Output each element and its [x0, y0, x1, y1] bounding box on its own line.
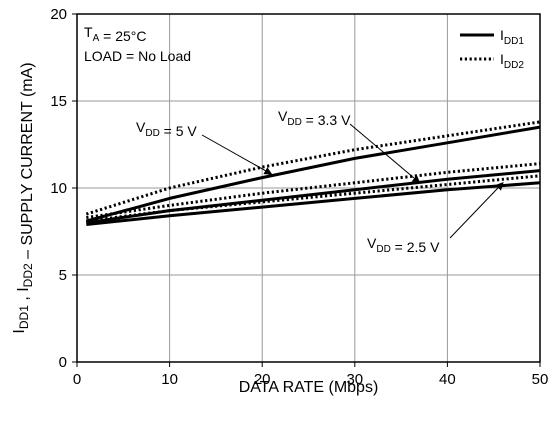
annotation-arrow: [349, 123, 421, 184]
y-tick-label: 15: [50, 93, 67, 110]
y-tick-label: 20: [50, 6, 67, 23]
annotations: VDD = 5 V VDD = 3.3 V VDD = 2.5 V: [136, 108, 504, 255]
x-tick-label: 10: [161, 371, 178, 388]
vdd-annotation-label: VDD = 2.5 V: [367, 235, 440, 255]
x-axis-label: DATA RATE (Mbps): [239, 379, 379, 396]
data-series: [85, 120, 541, 226]
legend: IDD1 IDD2: [460, 27, 524, 71]
y-tick-label: 10: [50, 180, 67, 197]
grid-lines: [77, 14, 540, 362]
ambient-temperature-note: TA = 25°C: [84, 24, 146, 44]
y-tick-label: 0: [59, 354, 67, 371]
y-tick-label: 5: [59, 267, 67, 284]
series-line-idd1-vdd-5V: [85, 125, 541, 223]
plot-area-frame: [76, 13, 541, 363]
vdd-annotation-label: VDD = 5 V: [136, 119, 197, 139]
series-line-idd1-vdd-25V: [86, 181, 541, 226]
series-line-idd2-vdd-5V: [85, 120, 541, 216]
annotation-arrow: [201, 134, 273, 175]
series-line-idd1-vdd-33V: [86, 169, 541, 225]
load-condition-note: LOAD = No Load: [84, 48, 191, 64]
test-conditions: TA = 25°C LOAD = No Load: [84, 24, 191, 64]
y-axis-label: IDD1 , IDD2 – SUPPLY CURRENT (mA): [11, 62, 36, 333]
x-tick-label: 30: [346, 371, 363, 388]
x-tick-label: 0: [73, 371, 81, 388]
x-tick-label: 50: [532, 371, 549, 388]
legend-label: IDD2: [500, 51, 524, 71]
legend-label: IDD1: [500, 27, 524, 47]
axis-ticks: 0 10 20 30 40 50 0 5 10 15 20: [50, 6, 548, 388]
x-tick-label: 20: [254, 371, 271, 388]
x-tick-label: 40: [439, 371, 456, 388]
annotation-arrow: [449, 182, 504, 239]
vdd-annotation-label: VDD = 3.3 V: [278, 108, 351, 128]
series-line-idd2-vdd-33V: [86, 162, 541, 220]
